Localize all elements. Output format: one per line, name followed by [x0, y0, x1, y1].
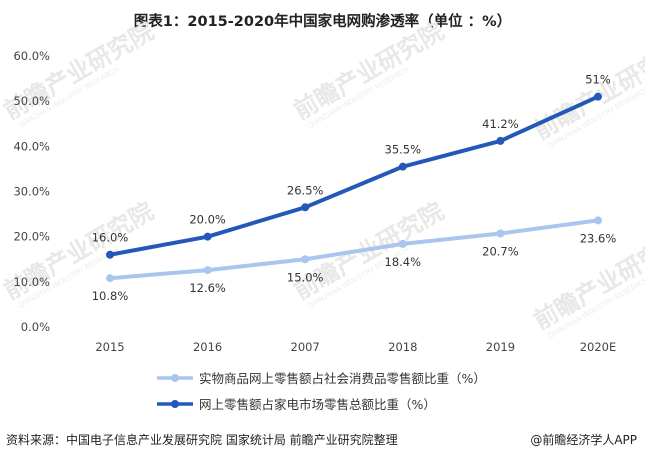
x-tick-label: 2016 — [193, 340, 222, 354]
y-tick-label: 20.0% — [13, 230, 50, 244]
x-tick-label: 2020E — [580, 340, 617, 354]
data-point — [106, 274, 114, 283]
series-line — [108, 94, 600, 257]
legend-item: 实物商品网上零售额占社会消费品零售额比重（%） — [157, 371, 486, 386]
data-label: 26.5% — [287, 183, 324, 197]
data-point — [398, 162, 407, 171]
source-note: 资料来源：中国电子信息产业发展研究院 国家统计局 前瞻产业研究院整理 — [6, 433, 398, 447]
series-layer: 10.8% 12.6% 15.0% 18.4% 20.7% 23.6% 16.0% 20.0%… — [92, 73, 617, 304]
data-point — [301, 255, 310, 264]
x-axis: 2015 2016 2007 2018 2019 2020E — [95, 340, 616, 354]
legend-swatch-marker — [171, 374, 179, 382]
x-tick-label: 2007 — [291, 340, 320, 354]
data-label: 23.6% — [580, 231, 617, 245]
y-tick-label: 0.0% — [21, 320, 50, 334]
y-tick-label: 60.0% — [13, 49, 50, 63]
watermark-text: 前瞻产业研究院 — [0, 17, 158, 125]
data-label: 51% — [585, 73, 611, 87]
brand-note: @前瞻经济学人APP — [530, 433, 637, 447]
x-tick-label: 2015 — [95, 340, 124, 354]
data-label: 12.6% — [189, 281, 226, 295]
legend-swatch-marker — [171, 400, 179, 408]
data-point — [496, 229, 505, 238]
data-point — [203, 266, 212, 275]
data-label: 20.0% — [189, 213, 226, 227]
data-label: 10.8% — [92, 289, 129, 303]
data-point — [106, 250, 114, 259]
y-axis: 0.0% 10.0% 20.0% 30.0% 40.0% 50.0% 60.0% — [13, 49, 50, 334]
legend-item: 网上零售额占家电市场零售总额比重（%） — [157, 397, 436, 412]
data-point — [301, 203, 310, 212]
y-tick-label: 10.0% — [13, 275, 50, 289]
y-tick-label: 40.0% — [13, 139, 50, 153]
x-tick-label: 2019 — [486, 340, 515, 354]
x-tick-label: 2018 — [388, 340, 417, 354]
legend: 实物商品网上零售额占社会消费品零售额比重（%） 网上零售额占家电市场零售总额比重（… — [157, 371, 486, 412]
data-point — [594, 92, 602, 101]
data-label: 16.0% — [92, 231, 129, 245]
watermark-text: 前瞻产业研究院 — [289, 17, 448, 125]
y-tick-label: 30.0% — [13, 185, 50, 199]
series-2: 16.0% 20.0% 26.5% 35.5% 41.2% 51% — [92, 73, 611, 259]
data-label: 41.2% — [482, 117, 519, 131]
data-label: 35.5% — [385, 143, 422, 157]
data-point — [398, 239, 407, 248]
data-label: 20.7% — [482, 245, 519, 259]
data-point — [496, 136, 505, 145]
data-label: 15.0% — [287, 270, 324, 284]
legend-label: 网上零售额占家电市场零售总额比重（%） — [199, 397, 436, 412]
legend-label: 实物商品网上零售额占社会消费品零售额比重（%） — [199, 371, 486, 386]
chart-title: 图表1：2015-2020年中国家电网购渗透率（单位 ：%） — [133, 14, 512, 30]
data-point — [594, 216, 602, 225]
series-1: 10.8% 12.6% 15.0% 18.4% 20.7% 23.6% — [92, 216, 617, 303]
y-tick-label: 50.0% — [13, 94, 50, 108]
data-point — [203, 232, 212, 241]
series-line — [108, 218, 600, 281]
data-label: 18.4% — [385, 255, 422, 269]
